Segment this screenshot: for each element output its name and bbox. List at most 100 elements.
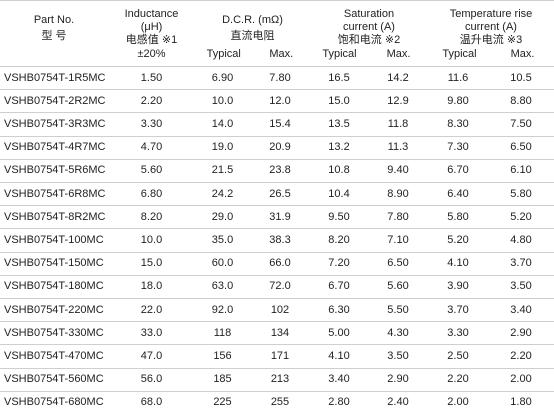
row-rule	[0, 274, 554, 276]
subheader-text: Max.	[386, 48, 411, 60]
cell-value: 11.8	[387, 118, 409, 130]
cell-value: 5.20	[447, 234, 469, 246]
part-number: VSHB0754T-4R7MC	[4, 141, 106, 154]
cell-value: 4.80	[510, 234, 532, 246]
cell-value: 7.20	[328, 257, 350, 270]
cell-value: 2.00	[510, 373, 532, 386]
cell-value: 10.5	[510, 71, 532, 84]
subheader-text: Max.	[510, 48, 535, 60]
subheader-text: Typical	[322, 48, 357, 60]
part-number: VSHB0754T-470MC	[4, 350, 104, 362]
part-number: VSHB0754T-100MC	[4, 234, 104, 246]
cell-value: 4.70	[140, 141, 163, 154]
cell-value: 6.70	[328, 280, 350, 293]
cell-value: 19.0	[211, 141, 234, 154]
row-rule	[0, 298, 554, 299]
cell-value: 56.0	[140, 373, 163, 386]
cell-value: 11.3	[387, 141, 409, 154]
cell-value: 15.0	[140, 257, 163, 270]
cell-value: 6.80	[140, 187, 163, 200]
cell-value: 12.0	[269, 94, 291, 107]
part-number: VSHB0754T-2R2MC	[4, 94, 106, 107]
cell-value: 12.9	[387, 94, 409, 107]
cell-value: 92.0	[211, 303, 234, 316]
cell-value: 16.5	[328, 71, 350, 84]
top-rule	[0, 0, 554, 1]
cell-value: 3.50	[387, 350, 409, 362]
cell-value: 60.0	[211, 257, 234, 270]
cell-value: 1.50	[140, 71, 163, 84]
part-number: VSHB0754T-150MC	[4, 257, 104, 270]
cell-value: 4.10	[447, 257, 469, 270]
cell-value: 47.0	[140, 350, 163, 362]
cell-value: 33.0	[140, 326, 163, 339]
cell-value: 3.40	[328, 373, 350, 386]
cell-value: 5.60	[140, 164, 163, 177]
cell-value: 1.80	[510, 396, 532, 409]
cell-value: 225	[213, 396, 232, 409]
row-rule	[0, 205, 554, 207]
part-number: VSHB0754T-180MC	[4, 280, 104, 293]
row-rule	[0, 390, 554, 392]
cell-value: 5.60	[387, 280, 409, 293]
header-text: 型 号	[41, 30, 67, 42]
cell-value: 118	[213, 326, 232, 339]
cell-value: 15.4	[269, 118, 291, 130]
row-rule	[0, 112, 554, 114]
row-rule	[0, 135, 554, 137]
cell-value: 29.0	[211, 210, 234, 223]
subheader-text: Typical	[442, 48, 477, 60]
cell-value: 8.90	[387, 187, 409, 200]
header-text: Temperature rise	[449, 8, 533, 20]
row-rule	[0, 228, 554, 230]
cell-value: 4.30	[387, 326, 409, 339]
cell-value: 171	[270, 350, 290, 362]
row-rule	[0, 251, 554, 253]
cell-value: 9.40	[387, 164, 409, 177]
cell-value: 5.00	[328, 326, 350, 339]
cell-value: 22.0	[140, 303, 163, 316]
row-rule	[0, 158, 554, 160]
cell-value: 102	[270, 303, 290, 316]
cell-value: 7.10	[387, 234, 409, 246]
cell-value: 20.9	[269, 141, 291, 154]
header-text: current (A)	[465, 21, 517, 33]
cell-value: 6.40	[447, 187, 469, 200]
cell-value: 8.30	[447, 118, 469, 130]
cell-value: 6.10	[510, 164, 532, 177]
cell-value: 134	[270, 326, 290, 339]
cell-value: 2.80	[328, 396, 350, 409]
cell-value: 66.0	[269, 257, 291, 270]
cell-value: 7.80	[387, 210, 409, 223]
part-number: VSHB0754T-3R3MC	[4, 118, 106, 130]
cell-value: 8.20	[328, 234, 350, 246]
row-rule	[0, 182, 554, 183]
header-text: 电感值 ※1	[125, 34, 178, 46]
cell-value: 68.0	[140, 396, 163, 409]
cell-value: 2.40	[387, 396, 409, 409]
part-number: VSHB0754T-6R8MC	[4, 187, 106, 200]
cell-value: 185	[213, 373, 232, 386]
header-text: Saturation	[343, 8, 395, 20]
cell-value: 7.50	[510, 118, 532, 130]
cell-value: 14.0	[211, 118, 234, 130]
cell-value: 18.0	[140, 280, 163, 293]
cell-value: 4.10	[328, 350, 350, 362]
cell-value: 15.0	[328, 94, 350, 107]
cell-value: 13.2	[328, 141, 350, 154]
subheader-text: ±20%	[137, 48, 166, 60]
cell-value: 6.30	[328, 303, 350, 316]
cell-value: 5.20	[510, 210, 532, 223]
part-number: VSHB0754T-1R5MC	[4, 71, 106, 84]
cell-value: 35.0	[211, 234, 234, 246]
part-number: VSHB0754T-680MC	[4, 396, 104, 409]
cell-value: 21.5	[211, 164, 234, 177]
cell-value: 255	[270, 396, 290, 409]
cell-value: 7.80	[269, 71, 291, 84]
part-number: VSHB0754T-5R6MC	[4, 164, 106, 177]
part-number: VSHB0754T-560MC	[4, 373, 104, 386]
cell-value: 8.20	[140, 210, 163, 223]
cell-value: 13.5	[328, 118, 350, 130]
cell-value: 10.0	[140, 234, 163, 246]
